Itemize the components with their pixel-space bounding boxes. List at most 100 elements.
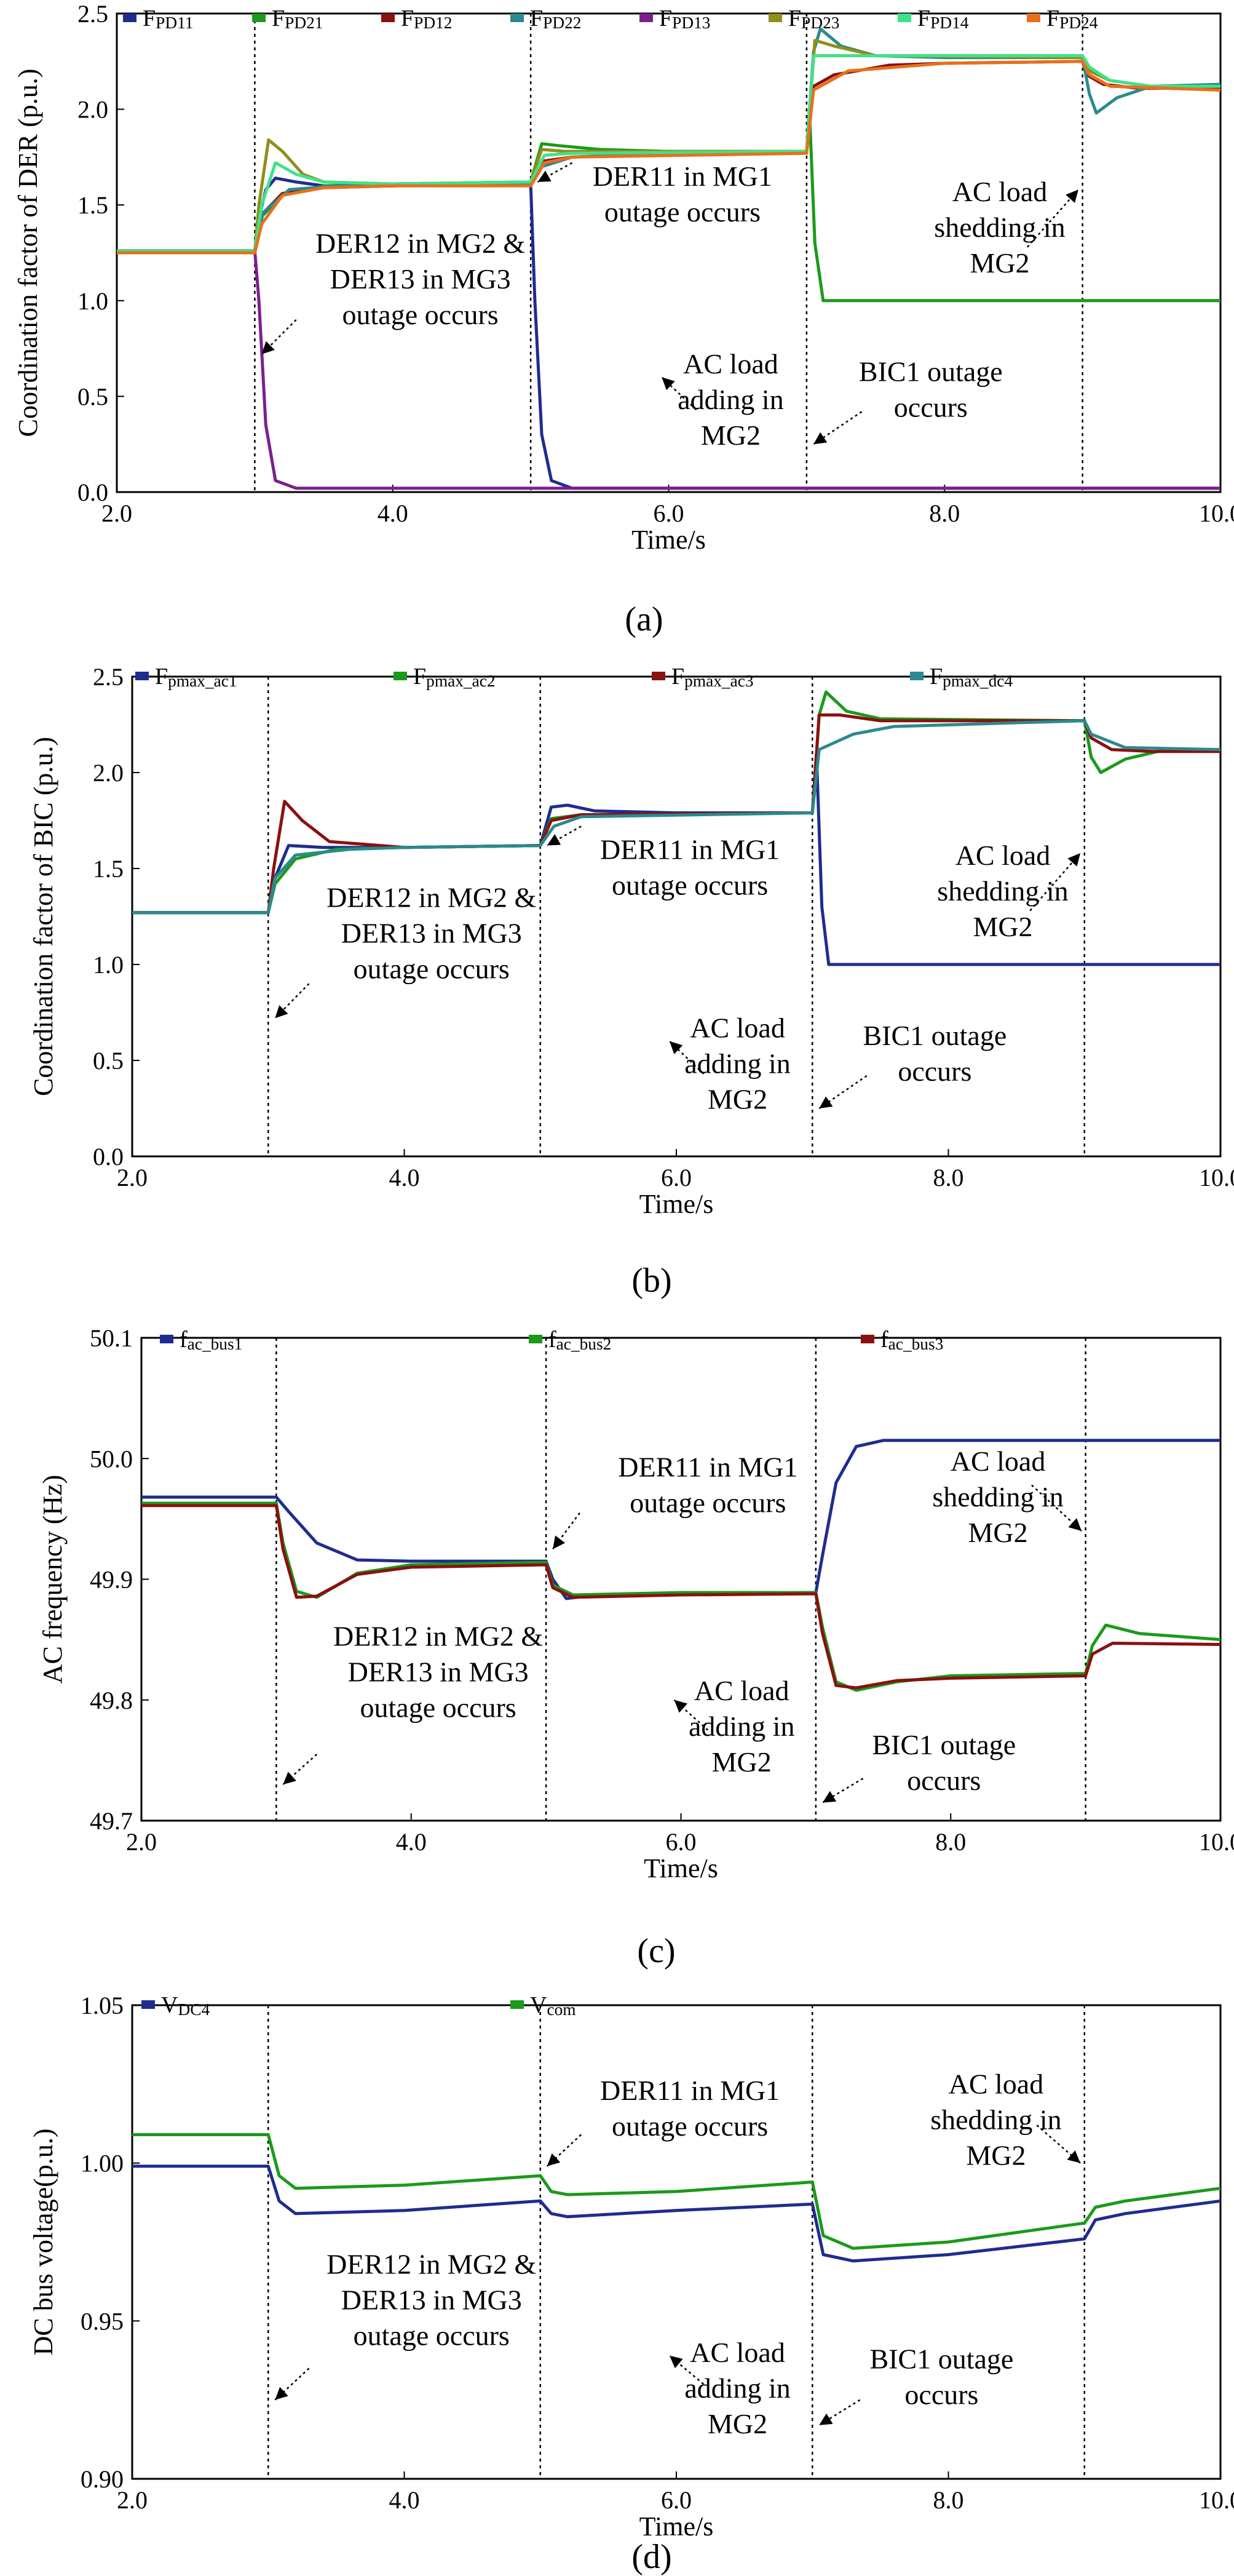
legend-swatch-fac_bus2 (529, 1335, 542, 1343)
plot-frame (131, 675, 1222, 1158)
panel-caption: (c) (637, 1932, 675, 1970)
annotation-text: AC load (694, 1675, 789, 1706)
annotation-text: occurs (907, 1765, 981, 1796)
series-line-VDC4 (132, 2165, 1221, 2263)
legend-swatch-FPD24 (1027, 14, 1040, 22)
annotation-arrowhead (547, 834, 561, 846)
annotation-arrow-line (552, 1512, 580, 1550)
x-axis-label: Time/s (639, 1189, 714, 1219)
annotation-text: BIC1 outage (863, 1020, 1007, 1051)
annotation-text: MG2 (970, 247, 1029, 279)
y-tick-label: 1.5 (77, 191, 108, 219)
annotation-text: BIC1 outage (859, 356, 1003, 388)
annotation-arrow-line (1026, 189, 1079, 248)
chart-panel-c: 2.0 4.0 6.0 8.0 10.0 49.7 49.8 49.9 50.0 50.1 Time… (38, 1324, 1234, 1970)
annotation-3: BIC1 outage occurs (822, 1729, 1016, 1803)
annotation-2: AC load adding in MG2 (661, 348, 784, 451)
annotation-text: MG2 (712, 1746, 772, 1778)
annotation-arrowhead (537, 170, 552, 182)
series-line-FPD13 (117, 249, 1220, 490)
annotation-arrow-line (282, 1754, 318, 1786)
x-axis-label: Time/s (639, 2511, 714, 2542)
x-tick-label: 6.0 (654, 499, 684, 527)
legend-swatch-Fpmax_dc4 (910, 672, 924, 680)
x-tick-label: 8.0 (933, 2486, 964, 2514)
y-axis-label: DC bus voltage(p.u.) (28, 2128, 58, 2355)
annotation-1: DER11 in MG1 outage occurs (546, 2075, 780, 2167)
annotation-text: DER11 in MG1 (593, 161, 772, 192)
panel-caption: (a) (625, 600, 663, 638)
x-tick-label: 6.0 (661, 1164, 692, 1191)
annotation-arrowhead (283, 1771, 296, 1785)
series-line-FPD23 (117, 39, 1220, 253)
x-tick-label: 6.0 (661, 2486, 692, 2514)
x-tick-label: 4.0 (389, 2486, 420, 2514)
annotation-arrowhead (669, 1041, 683, 1054)
annotation-text: AC load (683, 348, 778, 380)
legend-swatch-Vcom (510, 2000, 524, 2009)
annotation-2: AC load adding in MG2 (669, 2337, 791, 2439)
legend-swatch-Fpmax_ac1 (135, 672, 149, 680)
y-tick-label: 0.95 (81, 2307, 124, 2335)
legend-swatch-VDC4 (141, 2000, 155, 2009)
legend-swatch-Fpmax_ac2 (394, 672, 407, 680)
annotation-text: adding in (678, 384, 783, 415)
annotation-0: DER12 in MG2 & DER13 in MG3 outage occurs (274, 2248, 536, 2401)
annotation-text: DER13 in MG3 (348, 1656, 529, 1687)
annotation-0: DER12 in MG2 & DER13 in MG3 outage occurs (261, 228, 525, 355)
legend-swatch-FPD21 (252, 14, 266, 22)
annotation-arrowhead (819, 1096, 833, 1108)
series-line-Fpmax_dc4 (132, 719, 1221, 915)
annotation-text: DER13 in MG3 (341, 2284, 522, 2315)
annotation-text: outage occurs (612, 2110, 768, 2142)
legend-label-FPD13: FPD13 (659, 6, 710, 32)
annotation-text: AC load (951, 1445, 1046, 1477)
annotation-arrowhead (1068, 1518, 1082, 1531)
annotation-text: BIC1 outage (872, 1729, 1016, 1760)
x-tick-label: 2.0 (126, 1828, 157, 1856)
annotation-text: BIC1 outage (870, 2343, 1014, 2374)
legend-label-FPD24: FPD24 (1046, 6, 1098, 32)
legend-label-Fpmax_ac1: Fpmax_ac1 (155, 664, 237, 690)
legend-label-FPD22: FPD22 (530, 6, 581, 32)
annotation-text: outage occurs (604, 196, 761, 228)
annotation-text: DER11 in MG1 (600, 833, 780, 865)
legend-label-VDC4: VDC4 (161, 1992, 210, 2019)
annotation-text: adding in (689, 1711, 794, 1742)
annotation-text: DER11 in MG1 (600, 2075, 780, 2106)
y-tick-label: 2.5 (93, 663, 124, 691)
legend-label-fac_bus2: fac_bus2 (548, 1327, 611, 1353)
annotation-0: DER12 in MG2 & DER13 in MG3 outage occurs (274, 881, 536, 1019)
annotation-text: shedding in (937, 875, 1068, 907)
annotation-text: shedding in (930, 2104, 1061, 2136)
x-tick-label: 4.0 (389, 1164, 420, 1191)
annotation-arrowhead (553, 1535, 566, 1549)
annotation-arrow-line (537, 162, 573, 183)
annotation-1: DER11 in MG1 outage occurs (537, 161, 772, 228)
series-line-Vcom (132, 2133, 1221, 2250)
y-tick-label: 1.5 (93, 855, 124, 883)
legend-swatch-FPD13 (639, 14, 653, 22)
plot-frame (116, 12, 1222, 493)
x-tick-label: 2.0 (101, 499, 132, 527)
annotation-text: DER12 in MG2 & (315, 228, 525, 259)
legend-swatch-FPD11 (123, 14, 136, 22)
y-tick-label: 0.5 (77, 383, 108, 410)
annotation-3: BIC1 outage occurs (818, 1020, 1007, 1110)
annotation-text: shedding in (934, 212, 1065, 243)
legend-label-Fpmax_ac2: Fpmax_ac2 (413, 664, 496, 690)
annotation-4: AC load shedding in MG2 (930, 2069, 1081, 2171)
annotation-text: outage occurs (612, 869, 768, 900)
annotation-text: MG2 (708, 1084, 767, 1115)
annotation-text: occurs (898, 1055, 971, 1087)
x-tick-label: 2.0 (117, 2486, 148, 2514)
chart-panel-b: 2.0 4.0 6.0 8.0 10.0 0.0 0.5 1.0 1.5 2.0 2.5 Time/s… (28, 663, 1234, 1300)
annotation-arrow-line (669, 2355, 705, 2385)
annotation-4: AC load shedding in MG2 (932, 1445, 1082, 1548)
panel-caption: (b) (631, 1262, 671, 1300)
y-tick-label: 1.0 (77, 287, 108, 315)
legend-swatch-FPD22 (510, 14, 524, 22)
series-line-fac_bus1 (141, 1439, 1220, 1600)
legend-label-FPD11: FPD11 (143, 6, 193, 32)
